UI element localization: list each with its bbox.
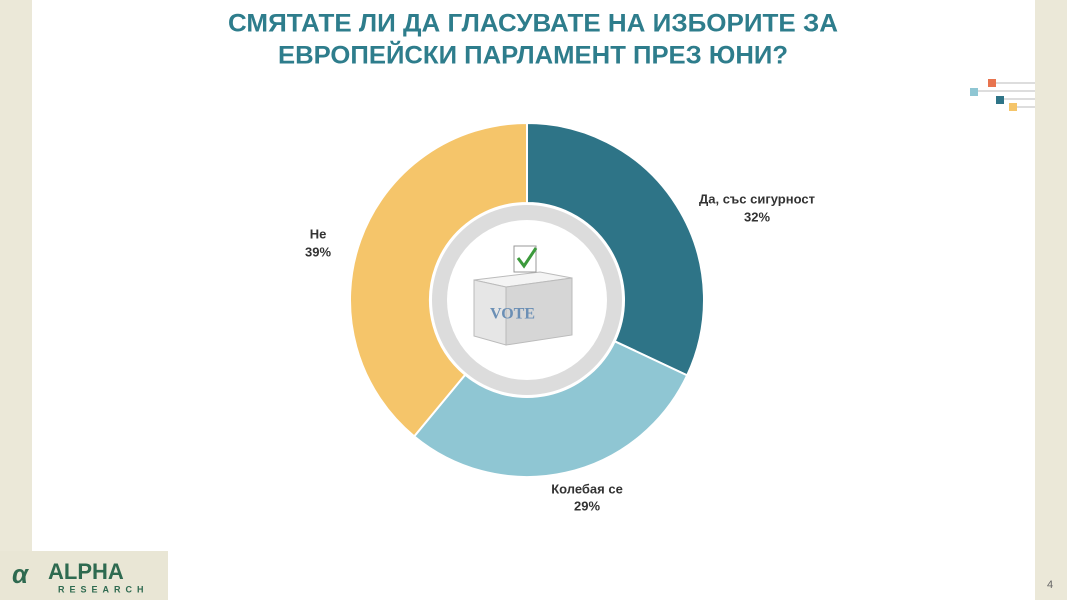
svg-text:VOTE: VOTE [490,306,535,323]
slice-label: Колебая се [551,481,623,496]
logo-name: ALPHA [48,559,124,584]
decoration [970,79,1035,111]
logo: α ALPHA RESEARCH [0,551,168,600]
slice-label: Да, със сигурност [699,191,815,206]
right-band [1035,0,1067,600]
title-line: СМЯТАТЕ ЛИ ДА ГЛАСУВАТЕ НА ИЗБОРИТЕ ЗА [228,10,838,38]
page-number: 4 [1047,579,1053,591]
donut-chart: Да, със сигурност 32% Колебая се 29% Не 39% [305,121,815,513]
slice-value: 29% [574,498,600,513]
vote-box: VOTE [432,205,622,395]
donut-slice [412,339,689,478]
svg-text:α: α [12,559,30,589]
donut-slice [526,121,705,377]
title-line: ЕВРОПЕЙСКИ ПАРЛАМЕНТ ПРЕЗ ЮНИ? [278,40,788,70]
logo-sub: RESEARCH [58,584,149,594]
slice-value: 32% [744,209,770,224]
slice-label: Не [310,226,327,241]
left-band [0,0,32,600]
slice-value: 39% [305,244,331,259]
donut-slice [349,121,528,438]
